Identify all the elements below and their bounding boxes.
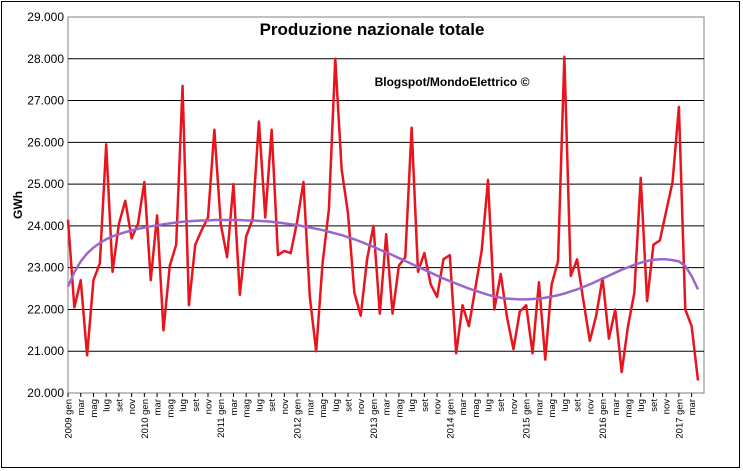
- x-tick-label: mar: [611, 399, 622, 415]
- y-axis-ticks: 20.000 21.000 22.000 23.000 24.000 25.000 26.0…: [27, 10, 64, 400]
- series-line-trend: [66, 218, 700, 301]
- chart-title: Produzione nazionale totale: [260, 20, 485, 39]
- y-tick-label: 24.000: [27, 219, 64, 233]
- y-tick-label: 20.000: [27, 386, 64, 400]
- x-tick-label: nov: [280, 399, 291, 415]
- x-tick-label: set: [420, 399, 431, 412]
- y-tick-label: 22.000: [27, 302, 64, 316]
- x-tick-label: nov: [585, 399, 596, 415]
- x-tick-label: mag: [242, 399, 253, 417]
- x-tick-label: mar: [687, 399, 698, 415]
- x-tick-label: 2012 gen: [293, 399, 304, 439]
- x-axis-ticks: 2009 gen mar mag lug set nov 2010 gen mar mag lug…: [64, 393, 698, 439]
- plot-area: [67, 16, 705, 394]
- x-tick-label: lug: [560, 399, 571, 412]
- x-tick-label: mag: [624, 399, 635, 417]
- x-tick-label: 2010 gen: [140, 399, 151, 439]
- series-line-monthly: [66, 55, 700, 381]
- x-tick-label: set: [114, 399, 125, 412]
- x-tick-label: mar: [382, 399, 393, 415]
- x-tick-label: 2009 gen: [64, 399, 75, 439]
- chart-annotation: Blogspot/MondoElettrico ©: [375, 75, 530, 89]
- x-tick-label: mar: [305, 399, 316, 415]
- x-tick-label: mar: [458, 399, 469, 415]
- x-tick-label: lug: [178, 399, 189, 412]
- x-tick-label: mag: [89, 399, 100, 417]
- x-tick-label: nov: [662, 399, 673, 415]
- y-tick-label: 23.000: [27, 261, 64, 275]
- y-tick-label: 27.000: [27, 94, 64, 108]
- x-tick-label: nov: [204, 399, 215, 415]
- series-lines: [66, 55, 700, 381]
- x-tick-label: mar: [229, 399, 240, 415]
- y-tick-label: 25.000: [27, 177, 64, 191]
- x-tick-label: lug: [407, 399, 418, 412]
- x-tick-label: set: [344, 399, 355, 412]
- y-tick-label: 29.000: [27, 10, 64, 24]
- x-tick-label: 2016 gen: [598, 399, 609, 439]
- x-tick-label: set: [267, 399, 278, 412]
- x-tick-label: mar: [153, 399, 164, 415]
- x-tick-label: nov: [509, 399, 520, 415]
- x-tick-label: 2015 gen: [522, 399, 533, 439]
- x-tick-label: 2017 gen: [674, 399, 685, 439]
- x-tick-label: set: [191, 399, 202, 412]
- x-tick-label: lug: [102, 399, 113, 412]
- x-tick-label: nov: [356, 399, 367, 415]
- x-tick-label: lug: [254, 399, 265, 412]
- y-tick-label: 26.000: [27, 135, 64, 149]
- x-tick-label: mag: [547, 399, 558, 417]
- x-tick-label: lug: [331, 399, 342, 412]
- y-tick-label: 21.000: [27, 344, 64, 358]
- x-tick-label: mag: [165, 399, 176, 417]
- x-tick-label: set: [573, 399, 584, 412]
- x-tick-label: nov: [433, 399, 444, 415]
- x-tick-label: lug: [636, 399, 647, 412]
- x-tick-label: nov: [127, 399, 138, 415]
- y-tick-label: 28.000: [27, 52, 64, 66]
- x-tick-label: mar: [76, 399, 87, 415]
- x-tick-label: 2013 gen: [369, 399, 380, 439]
- x-tick-label: mag: [471, 399, 482, 417]
- x-tick-label: set: [649, 399, 660, 412]
- x-tick-label: lug: [484, 399, 495, 412]
- x-tick-label: mag: [318, 399, 329, 417]
- x-tick-label: mag: [394, 399, 405, 417]
- x-tick-label: 2014 gen: [445, 399, 456, 439]
- x-tick-label: mar: [534, 399, 545, 415]
- x-tick-label: 2011 gen: [216, 399, 227, 438]
- x-tick-label: set: [496, 399, 507, 412]
- y-axis-label: GWh: [11, 191, 25, 219]
